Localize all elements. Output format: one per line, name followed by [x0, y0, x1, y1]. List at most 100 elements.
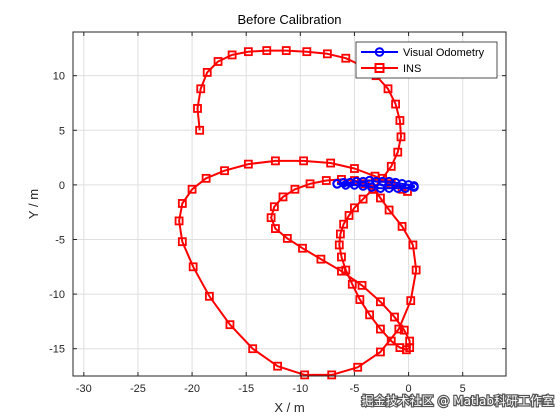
data-point: [271, 156, 280, 166]
data-point: [376, 347, 385, 357]
x-tick-label: 0: [406, 383, 412, 395]
data-point: [271, 224, 280, 233]
data-point: [300, 370, 310, 380]
x-tick-label: -15: [238, 383, 254, 395]
ticks: -30 -25 -20 -15 -10 -5 0 5 -15 -10 -5 0 5 10: [49, 32, 506, 395]
plot-box: [72, 31, 507, 377]
data-point: [327, 370, 337, 380]
plot-area: [73, 32, 506, 376]
data-point: [202, 68, 212, 77]
data-point: [273, 361, 282, 371]
data-point: [335, 229, 345, 239]
data-point: [366, 182, 377, 192]
x-tick-label: -30: [76, 383, 92, 395]
x-tick-label: -25: [130, 383, 146, 395]
data-point: [262, 46, 272, 55]
data-point: [390, 312, 399, 322]
data-point: [391, 99, 400, 109]
data-point: [395, 116, 405, 125]
data-point: [350, 203, 359, 213]
data-point: [347, 279, 357, 289]
data-point: [326, 158, 336, 168]
y-tick-label: -15: [49, 344, 65, 356]
data-point: [248, 344, 258, 354]
series-visual-odometry: [332, 175, 419, 193]
data-point: [394, 324, 404, 334]
data-point: [332, 178, 342, 189]
data-point: [376, 193, 385, 203]
data-point: [376, 324, 385, 334]
x-axis-label: X / m: [274, 400, 304, 415]
data-point: [386, 161, 396, 171]
data-point: [201, 173, 211, 183]
data-point: [337, 266, 346, 276]
watermark-text: 掘金技术社区 @ Matlab科研工作室: [362, 393, 554, 408]
data-point: [187, 184, 197, 194]
y-tick-label: -5: [55, 234, 65, 246]
data-point: [316, 254, 326, 264]
data-point: [225, 320, 235, 330]
chart-title: Before Calibration: [237, 12, 341, 27]
legend: Visual Odometry INS: [355, 41, 498, 79]
legend-marker-visual-odometry: [374, 47, 385, 57]
data-point: [384, 183, 394, 193]
data-point: [278, 192, 288, 202]
y-tick-label: -10: [49, 289, 65, 301]
legend-label-visual-odometry: Visual Odometry: [403, 47, 485, 59]
data-point: [177, 199, 187, 208]
data-point: [282, 233, 292, 243]
data-point: [174, 216, 184, 226]
data-point: [405, 336, 415, 346]
data-point: [243, 159, 253, 169]
data-point: [384, 205, 394, 215]
data-point: [243, 47, 253, 57]
data-point: [305, 179, 315, 189]
x-tick-label: -20: [184, 383, 200, 395]
data-point: [376, 297, 385, 307]
x-tick-label: -10: [292, 383, 308, 395]
data-point: [339, 219, 349, 229]
data-point: [353, 362, 363, 372]
data-point: [302, 47, 312, 57]
data-point: [334, 240, 344, 250]
data-point: [399, 325, 409, 335]
x-tick-label: -5: [350, 383, 360, 395]
data-point: [281, 46, 291, 55]
data-point: [266, 213, 276, 223]
data-point: [365, 310, 375, 320]
data-point: [220, 166, 229, 176]
series-line-ins: [178, 49, 418, 376]
data-point: [188, 262, 198, 272]
y-axis-label: Y / m: [26, 189, 41, 219]
data-point: [383, 84, 393, 94]
y-tick-label: 0: [59, 180, 65, 192]
data-point: [193, 104, 202, 113]
data-point: [344, 211, 354, 220]
data-point: [375, 183, 386, 193]
data-point: [358, 181, 368, 191]
watermark: 掘金技术社区 @ Matlab科研工作室: [360, 392, 555, 409]
data-point: [204, 291, 214, 301]
data-point: [397, 221, 407, 231]
data-point: [358, 194, 368, 204]
legend-label-ins: INS: [403, 63, 421, 75]
data-point: [411, 265, 421, 275]
legend-marker-ins: [374, 63, 385, 73]
data-point: [213, 57, 223, 66]
data-point: [195, 125, 205, 135]
y-tick-label: 5: [59, 125, 65, 137]
data-point: [355, 295, 365, 304]
data-point: [340, 180, 351, 190]
data-point: [322, 49, 332, 59]
data-point: [396, 132, 406, 142]
data-point: [196, 84, 206, 94]
data-point: [350, 164, 359, 173]
data-point: [408, 240, 418, 250]
data-point: [393, 147, 403, 157]
data-point: [386, 336, 396, 346]
data-point: [227, 50, 237, 60]
data-point: [337, 252, 346, 262]
data-point: [409, 182, 419, 192]
data-point: [341, 53, 351, 63]
x-tick-label: 5: [460, 383, 466, 395]
